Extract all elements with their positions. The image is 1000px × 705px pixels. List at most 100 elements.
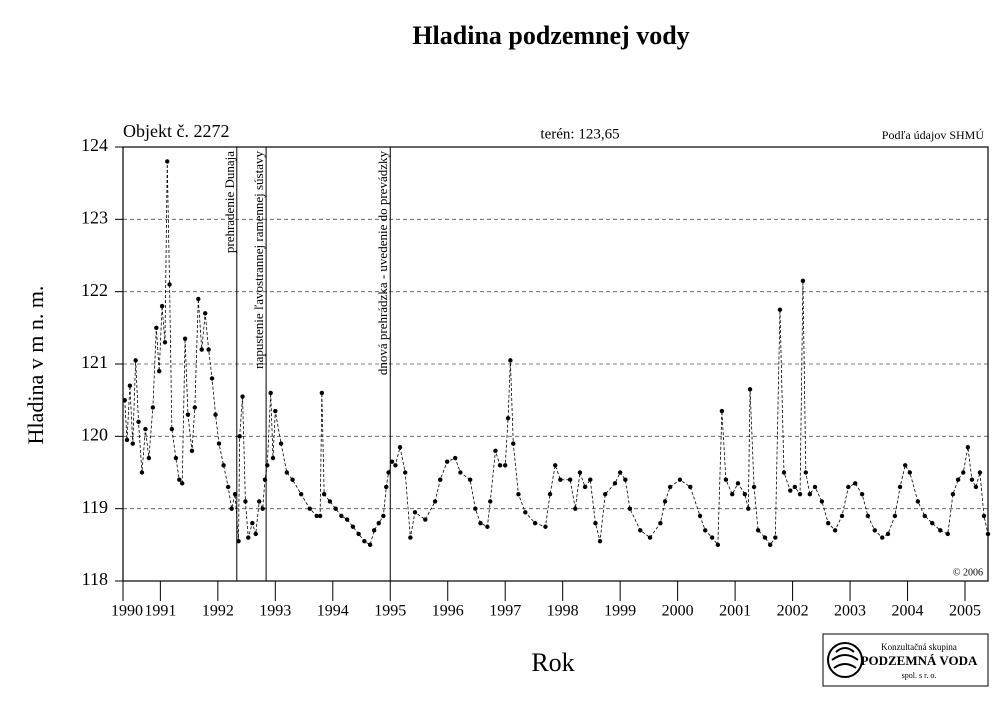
x-tick-label: 1998 <box>547 603 579 620</box>
data-point <box>202 311 208 316</box>
data-point <box>658 520 663 526</box>
y-tick-label: 120 <box>81 424 108 444</box>
data-point <box>213 412 218 417</box>
data-point <box>742 492 748 497</box>
data-point <box>182 336 188 341</box>
data-point <box>781 470 787 475</box>
data-point <box>505 416 511 421</box>
data-point <box>362 539 367 544</box>
data-point <box>130 441 135 446</box>
data-point <box>167 282 172 287</box>
data-point <box>284 470 290 475</box>
data-point <box>497 463 503 468</box>
data-point <box>832 528 838 533</box>
data-point <box>485 524 490 529</box>
data-point <box>647 535 653 540</box>
data-point <box>938 528 943 533</box>
data-point <box>969 477 975 482</box>
y-tick-label: 123 <box>81 207 108 227</box>
data-point <box>243 499 248 504</box>
data-point <box>773 535 778 540</box>
data-point <box>922 513 927 519</box>
data-point <box>751 484 757 490</box>
event-label: napustenie ľavostrannej ramennej sústavy <box>251 151 266 369</box>
data-point <box>253 531 258 537</box>
data-point <box>627 506 633 511</box>
plot-frame <box>122 146 989 582</box>
data-point <box>730 492 735 497</box>
data-point <box>371 528 377 533</box>
data-point <box>907 470 913 475</box>
x-tick-label: 1990 <box>111 603 143 620</box>
data-point <box>298 492 304 497</box>
data-point <box>386 470 391 475</box>
data-point <box>623 477 628 482</box>
x-tick-label: 2001 <box>719 603 751 620</box>
data-point <box>307 506 312 511</box>
object-label: Objekt č. 2272 <box>123 121 229 141</box>
data-point <box>532 520 538 526</box>
data-point <box>812 484 818 490</box>
data-point <box>173 455 179 461</box>
data-point <box>723 477 729 482</box>
data-point <box>159 303 165 309</box>
data-point <box>777 307 783 312</box>
data-point <box>797 492 803 497</box>
data-point <box>157 369 162 374</box>
data-point <box>558 477 563 482</box>
x-tick-label: 2003 <box>834 603 866 620</box>
data-point <box>803 470 809 475</box>
data-point <box>612 481 618 486</box>
data-point <box>162 340 168 345</box>
data-point <box>146 455 152 461</box>
data-point <box>196 296 201 302</box>
data-point <box>478 520 483 526</box>
data-point <box>715 542 721 548</box>
y-tick-label: 122 <box>81 280 108 300</box>
data-point <box>819 499 825 504</box>
data-point <box>232 492 238 497</box>
data-point <box>199 347 204 352</box>
y-tick-label: 119 <box>82 497 108 517</box>
copyright: © 2006 <box>953 567 983 578</box>
logo-icon <box>827 642 863 678</box>
data-point <box>511 441 516 446</box>
data-point <box>800 278 806 284</box>
source-label: Podľa údajov SHMÚ <box>882 128 985 142</box>
data-point <box>719 408 725 414</box>
x-tick-label: 1991 <box>144 603 176 620</box>
logo-box <box>822 633 989 687</box>
x-tick-label: 1996 <box>432 603 464 620</box>
data-point <box>981 513 987 519</box>
data-point <box>638 528 643 533</box>
data-point <box>961 470 966 475</box>
event-label: prehradenie Dunaja <box>222 151 237 253</box>
data-point <box>154 325 159 331</box>
data-point <box>150 405 156 410</box>
data-point <box>746 506 751 511</box>
data-point <box>508 358 513 363</box>
data-point <box>216 441 222 446</box>
data-point <box>124 437 130 443</box>
logo-line: Konzultačná skupina <box>881 642 957 652</box>
data-point <box>278 441 284 446</box>
data-point <box>139 470 145 475</box>
data-point <box>412 510 418 515</box>
data-point <box>260 506 265 511</box>
x-axis-label: Rok <box>531 648 574 677</box>
data-point <box>268 390 273 396</box>
data-point <box>792 484 798 490</box>
logo-line: spol. s r. o. <box>902 671 937 680</box>
data-point <box>872 528 877 533</box>
data-point <box>321 492 327 497</box>
data-point <box>807 492 813 497</box>
chart-title: Hladina podzemnej vody <box>412 21 689 50</box>
data-point <box>143 426 148 432</box>
data-point <box>930 520 935 526</box>
data-line <box>124 161 989 546</box>
data-point <box>985 531 991 537</box>
data-point <box>547 492 553 497</box>
data-point <box>915 499 921 504</box>
data-point <box>356 531 361 537</box>
